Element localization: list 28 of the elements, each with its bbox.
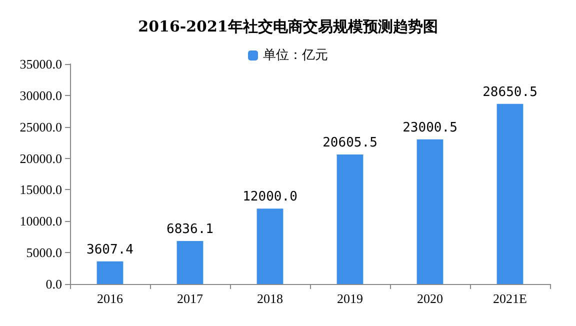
y-tick-label: 35000.0 — [20, 56, 62, 72]
bar — [96, 261, 124, 284]
bar — [256, 208, 284, 284]
y-tick-label: 0.0 — [46, 276, 62, 292]
bar — [336, 154, 364, 284]
data-label: 28650.5 — [482, 84, 538, 100]
data-label: 6836.1 — [166, 222, 214, 238]
x-tick-label: 2020 — [417, 291, 443, 306]
chart-title: 2016-2021年社交电商交易规模预测趋势图 — [138, 18, 438, 36]
y-tick-label: 5000.0 — [26, 245, 62, 260]
data-label: 12000.0 — [242, 190, 298, 205]
y-tick-label: 10000.0 — [20, 214, 62, 229]
bar — [176, 241, 204, 284]
x-tick-label: 2019 — [337, 291, 363, 306]
bar — [416, 139, 444, 284]
x-tick-label: 2017 — [177, 291, 204, 306]
bar — [496, 104, 524, 284]
x-tick-label: 2016 — [97, 291, 124, 306]
data-label: 23000.5 — [402, 120, 458, 136]
data-label: 3607.4 — [86, 242, 134, 258]
x-tick-label: 2018 — [257, 291, 283, 306]
y-tick-label: 15000.0 — [20, 182, 62, 198]
y-tick-label: 25000.0 — [20, 119, 62, 134]
data-label: 20605.5 — [322, 135, 378, 150]
y-tick-label: 30000.0 — [20, 88, 62, 103]
legend-label: 单位：亿元 — [263, 48, 328, 63]
y-tick-label: 20000.0 — [20, 150, 62, 166]
x-tick-label: 2021E — [493, 291, 528, 306]
